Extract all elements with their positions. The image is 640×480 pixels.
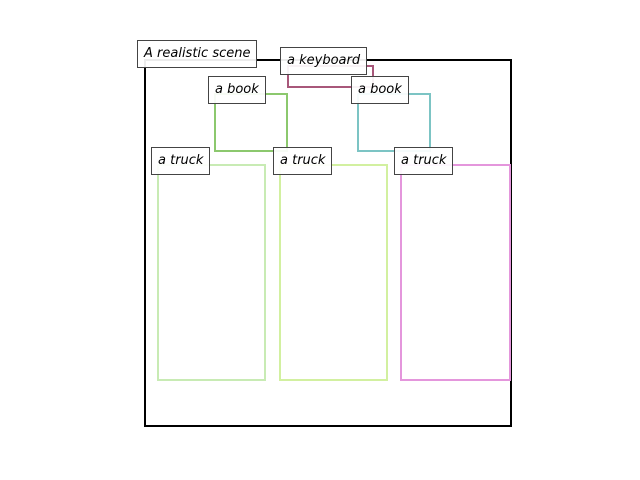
keyboard-label: a keyboard bbox=[280, 47, 368, 75]
truck-label-1: a truck bbox=[151, 147, 211, 175]
truck-label-3: a truck bbox=[394, 147, 454, 175]
truck-label-2: a truck bbox=[273, 147, 333, 175]
truck-bbox-1 bbox=[157, 164, 266, 381]
truck-bbox-3 bbox=[400, 164, 511, 381]
book-label-1: a book bbox=[208, 76, 266, 104]
book-label-2: a book bbox=[351, 76, 409, 104]
scene-caption: A realistic scene bbox=[137, 40, 258, 68]
truck-bbox-2 bbox=[279, 164, 388, 381]
